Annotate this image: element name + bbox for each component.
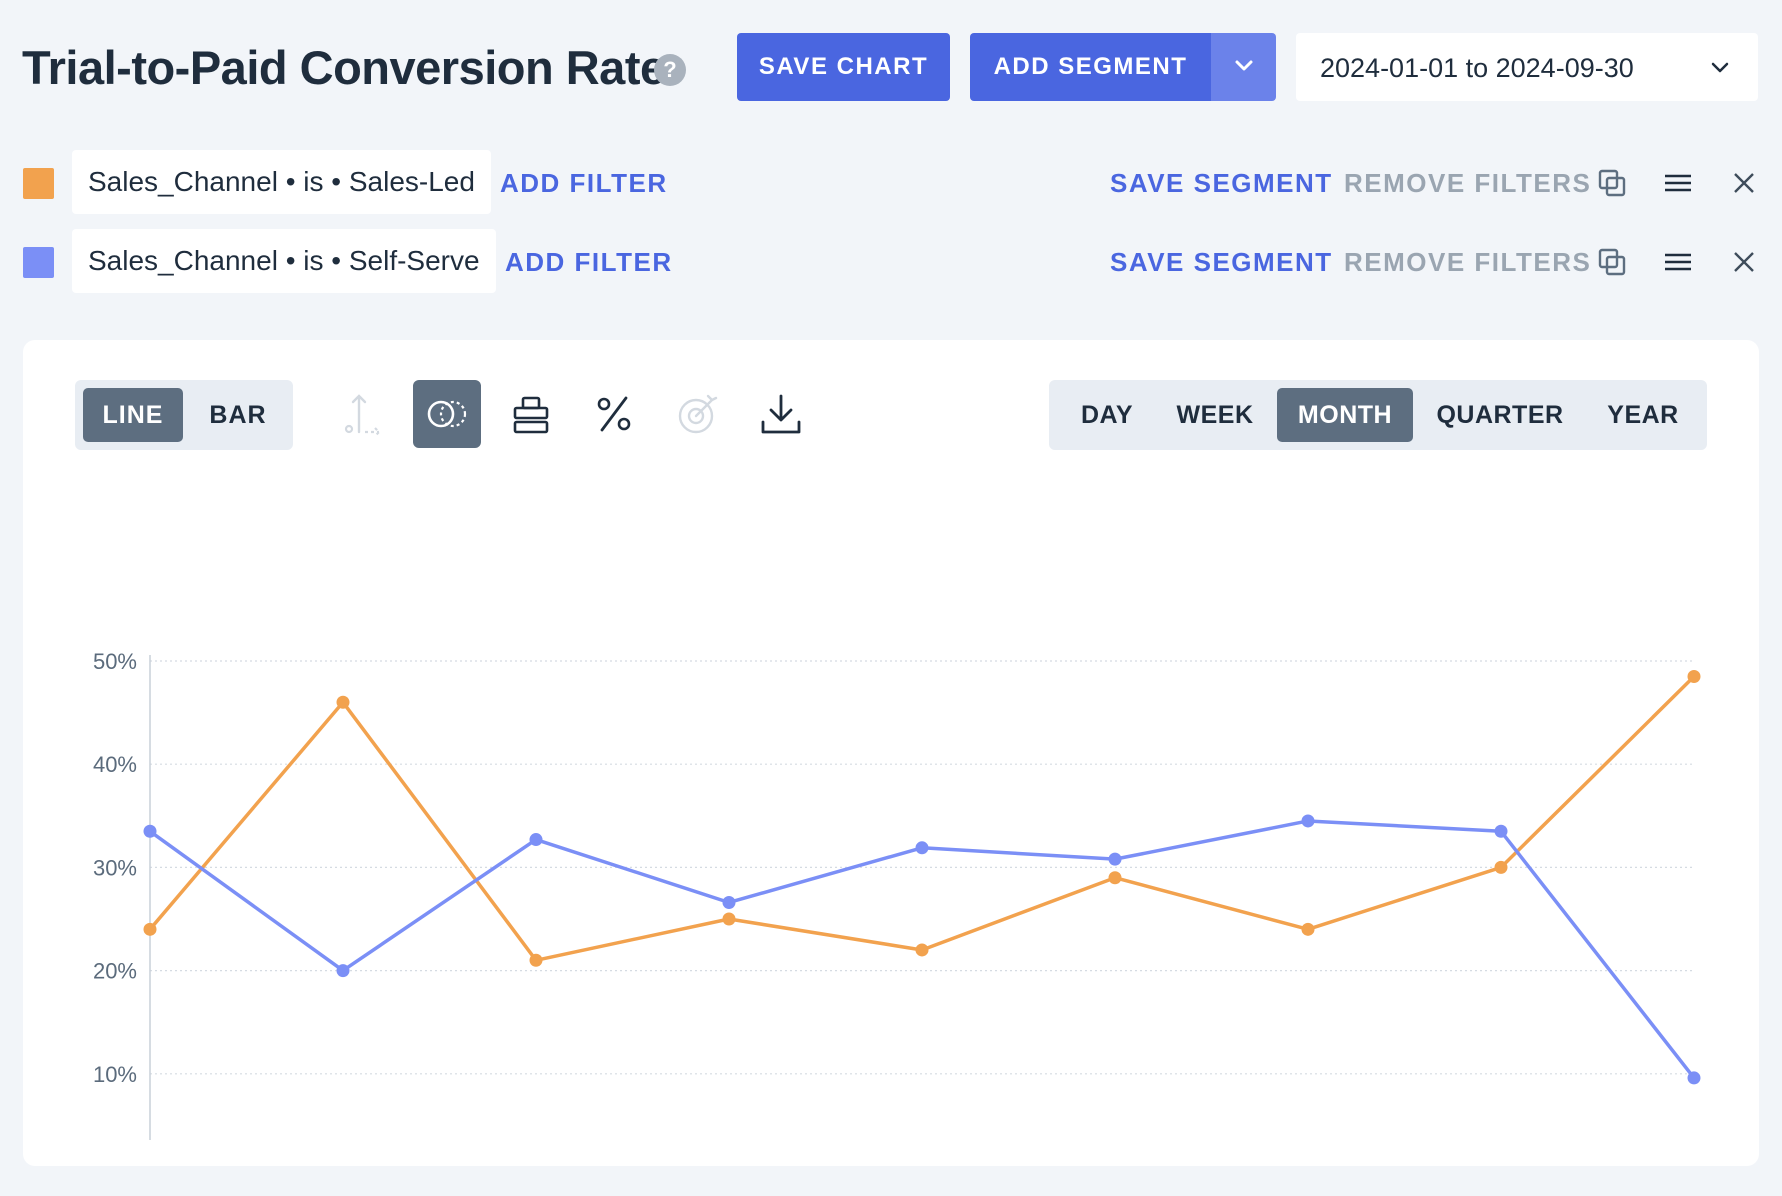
y-tick-label: 30%: [93, 855, 137, 880]
add-segment-dropdown-button[interactable]: [1211, 33, 1276, 101]
data-point: [1301, 814, 1315, 828]
period-quarter[interactable]: QUARTER: [1436, 401, 1564, 429]
data-point: [529, 833, 543, 847]
data-point: [915, 841, 929, 855]
segment-filter-chip[interactable]: Sales_Channel • is • Self-Serve: [72, 229, 496, 293]
add-filter-link[interactable]: ADD FILTER: [500, 168, 668, 198]
period-month[interactable]: MONTH: [1277, 388, 1413, 442]
data-point: [1108, 871, 1122, 885]
period-day[interactable]: DAY: [1081, 401, 1133, 429]
segment-color-swatch[interactable]: [23, 168, 54, 199]
duplicate-icon[interactable]: [1596, 167, 1628, 199]
close-icon[interactable]: [1728, 246, 1760, 278]
data-point: [529, 953, 543, 967]
segment-color-swatch[interactable]: [23, 247, 54, 278]
data-point: [722, 912, 736, 926]
date-range-value: 2024-01-01 to 2024-09-30: [1320, 53, 1634, 83]
compare-tool[interactable]: [413, 380, 481, 448]
download-icon: [761, 394, 801, 434]
period-year[interactable]: YEAR: [1607, 401, 1679, 429]
menu-icon[interactable]: [1662, 246, 1694, 278]
question-icon[interactable]: ?: [654, 54, 686, 86]
chart-type-bar[interactable]: BAR: [209, 401, 267, 429]
percent-tool[interactable]: [580, 380, 648, 448]
segment-filter-chip[interactable]: Sales_Channel • is • Sales-Led: [72, 150, 491, 214]
segment-row: Sales_Channel • is • Sales-Led ADD FILTE…: [0, 150, 1782, 216]
data-point: [143, 824, 157, 838]
period-week[interactable]: WEEK: [1176, 401, 1254, 429]
goal-tool[interactable]: [664, 380, 732, 448]
remove-filters-link[interactable]: REMOVE FILTERS: [1344, 168, 1592, 198]
y-tick-label: 10%: [93, 1062, 137, 1087]
data-point: [336, 695, 350, 709]
y-tick-label: 50%: [93, 649, 137, 674]
close-icon[interactable]: [1728, 167, 1760, 199]
data-point: [722, 895, 736, 909]
date-range-select[interactable]: 2024-01-01 to 2024-09-30: [1296, 33, 1758, 101]
chevron-down-icon: [1235, 60, 1253, 71]
data-point: [1494, 860, 1508, 874]
duplicate-icon[interactable]: [1596, 246, 1628, 278]
save-chart-button[interactable]: SAVE CHART: [737, 33, 950, 101]
y-tick-label: 20%: [93, 959, 137, 984]
stack-icon: [513, 396, 549, 434]
save-segment-link[interactable]: SAVE SEGMENT: [1110, 168, 1333, 198]
remove-filters-link[interactable]: REMOVE FILTERS: [1344, 247, 1592, 277]
data-point: [1687, 1071, 1701, 1085]
chart-type-line[interactable]: LINE: [83, 388, 183, 442]
chart-card: LINE BAR DAY WEEK MONTH QUARTER YEAR 0%1…: [23, 340, 1759, 1166]
compare-icon: [427, 400, 467, 428]
data-point: [1687, 669, 1701, 683]
y-tick-label: 40%: [93, 752, 137, 777]
data-point: [1494, 824, 1508, 838]
chevron-down-icon: [1711, 62, 1729, 73]
line-chart: 0%10%20%30%40%50%Jan 2024Mar 2024May 202…: [93, 649, 1701, 1140]
page-title: Trial-to-Paid Conversion Rate: [22, 41, 666, 94]
data-point: [336, 964, 350, 978]
data-point: [1301, 922, 1315, 936]
percent-icon: [597, 396, 631, 432]
save-segment-link[interactable]: SAVE SEGMENT: [1110, 247, 1333, 277]
download-tool[interactable]: [747, 380, 815, 448]
segment-row: Sales_Channel • is • Self-Serve ADD FILT…: [0, 229, 1782, 295]
chart-header: Trial-to-Paid Conversion Rate ? SAVE CHA…: [0, 0, 1782, 140]
goal-icon: [678, 394, 718, 434]
period-toggle: DAY WEEK MONTH QUARTER YEAR: [1049, 380, 1707, 450]
axis-icon: [344, 394, 381, 436]
add-segment-button[interactable]: ADD SEGMENT: [970, 33, 1211, 101]
series-line: [148, 675, 1696, 963]
data-point: [1108, 852, 1122, 866]
data-point: [915, 943, 929, 957]
data-point: [143, 922, 157, 936]
axis-tool[interactable]: [329, 380, 397, 448]
menu-icon[interactable]: [1662, 167, 1694, 199]
stack-tool[interactable]: [497, 380, 565, 448]
add-filter-link[interactable]: ADD FILTER: [505, 247, 673, 277]
chart-type-toggle: LINE BAR: [75, 380, 293, 450]
